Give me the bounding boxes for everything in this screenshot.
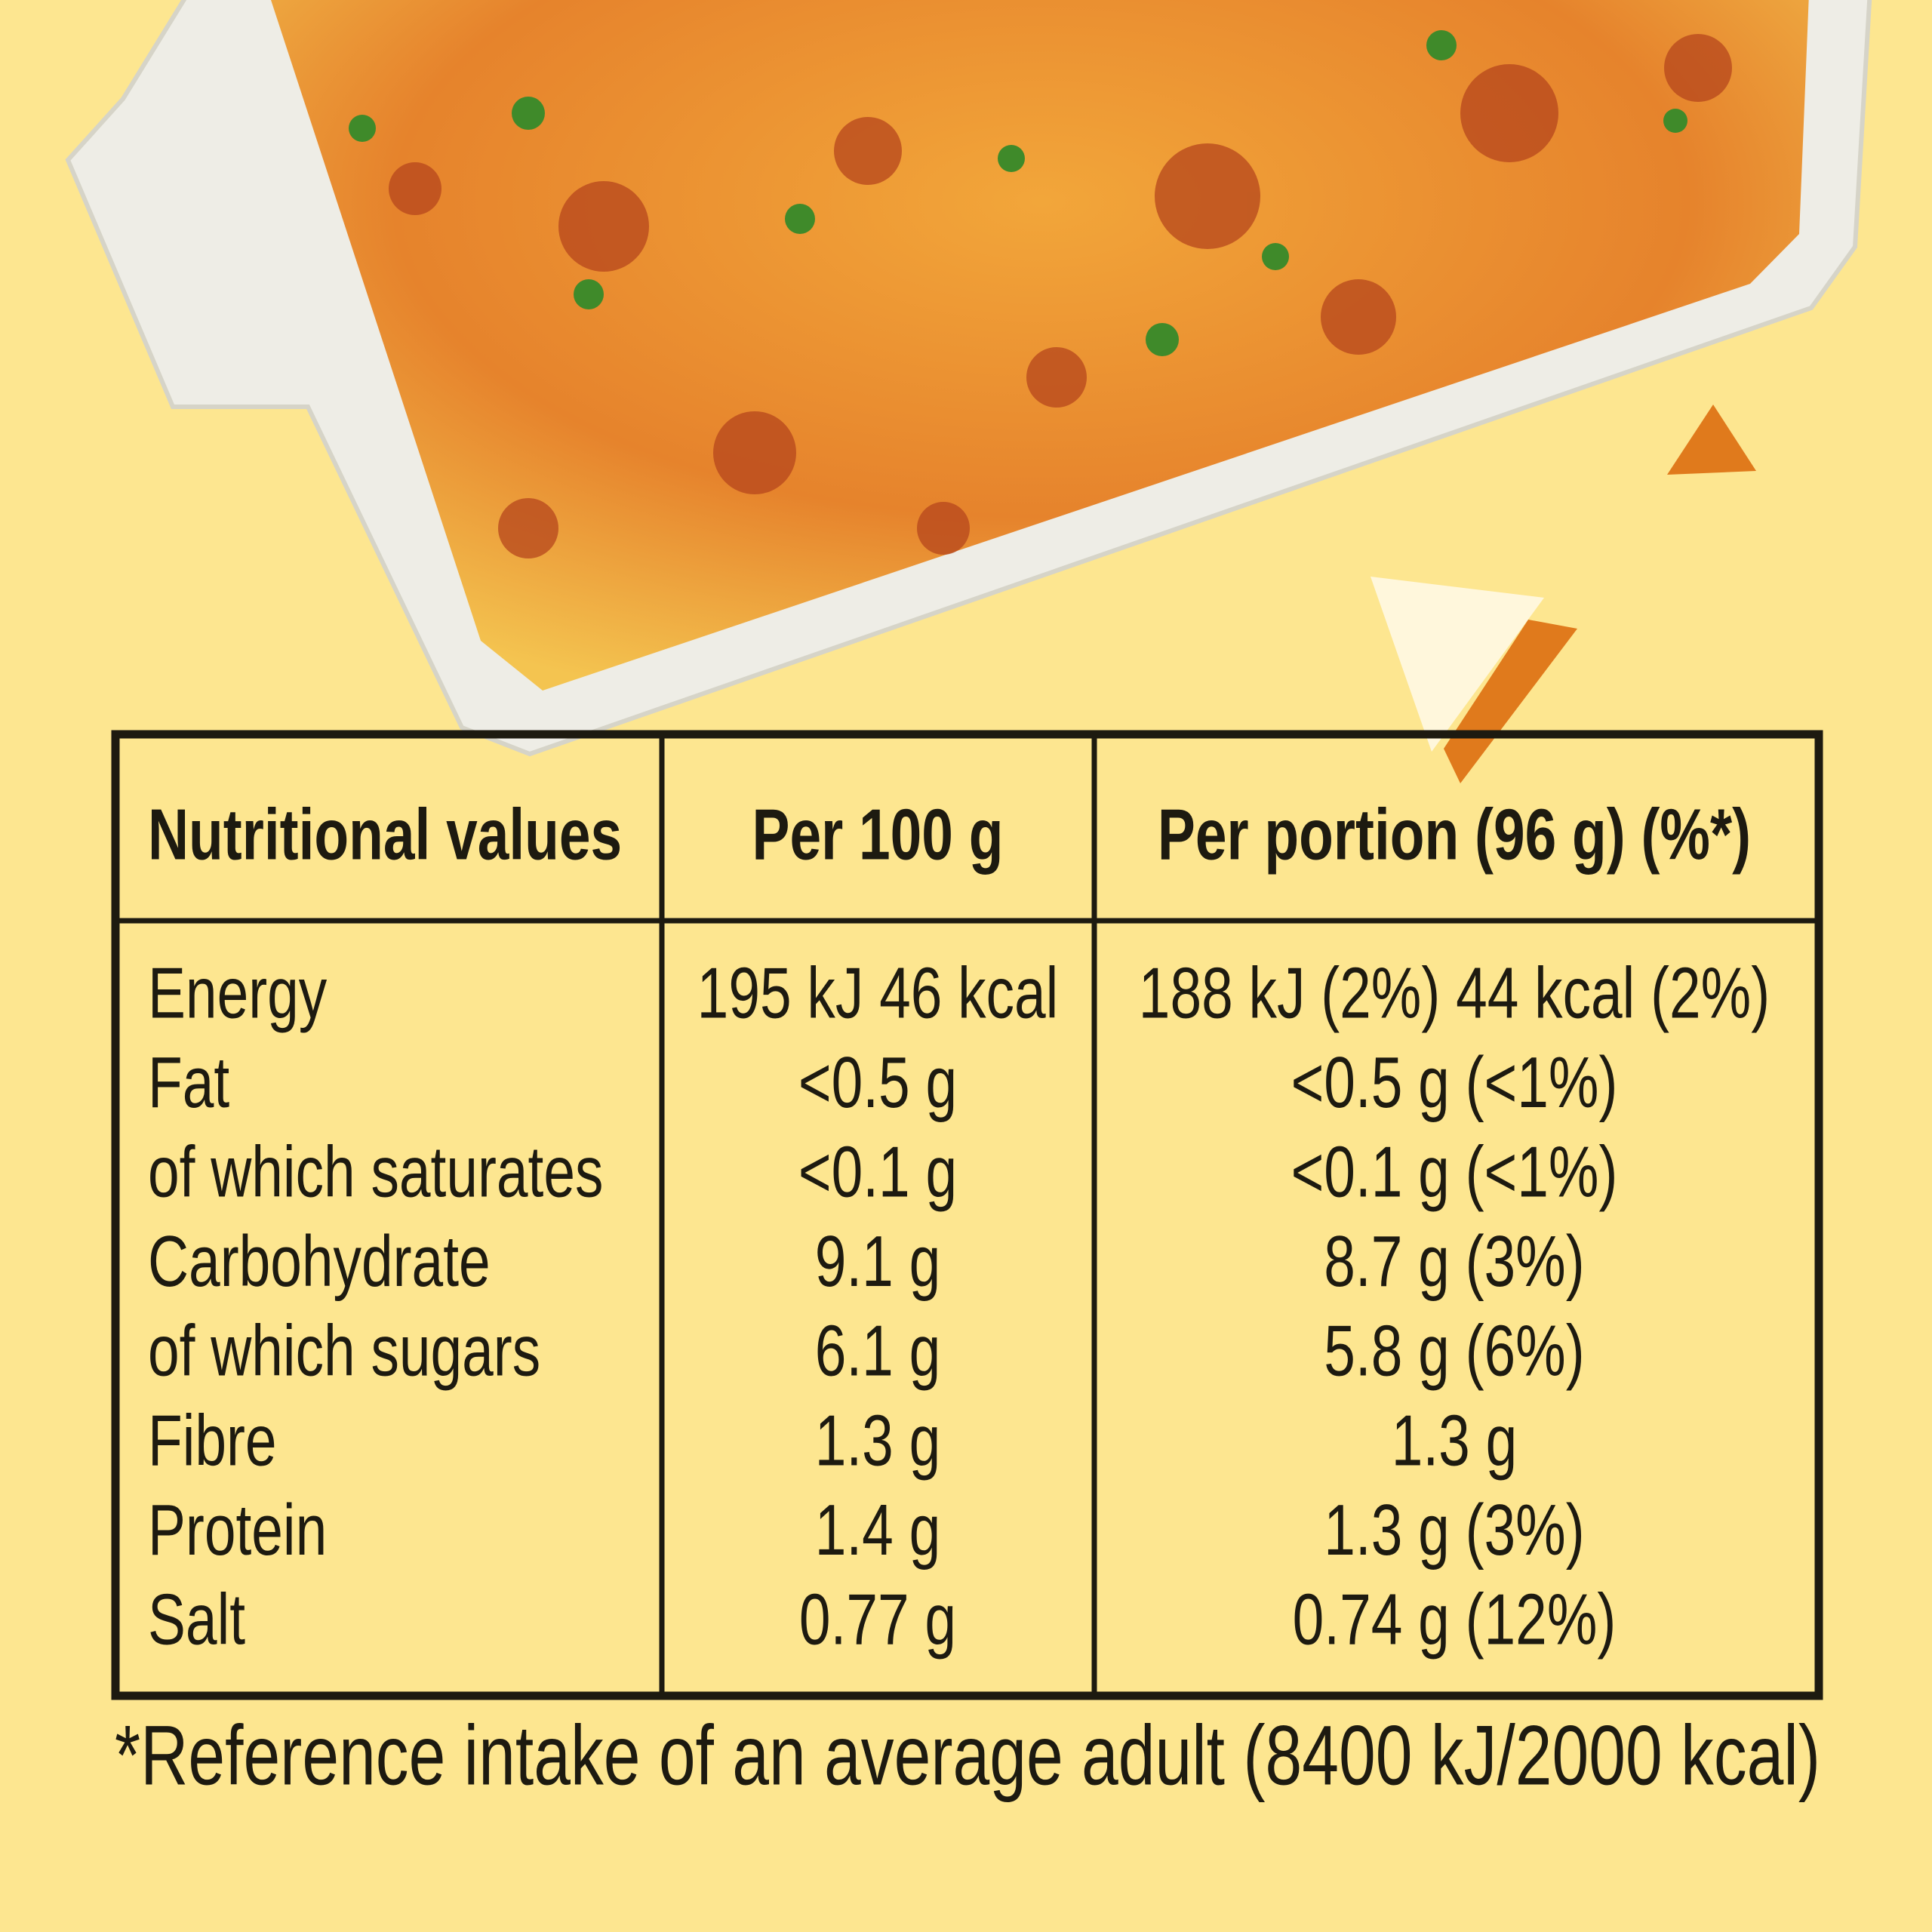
table-cell: 5.8 g (6%) — [1324, 1311, 1584, 1392]
table-cell: <0.1 g (<1%) — [1291, 1132, 1618, 1213]
table-cell: 1.4 g — [815, 1490, 941, 1571]
table-cell: 188 kJ (2%) 44 kcal (2%) — [1139, 952, 1770, 1033]
table-cell: Energy — [148, 952, 327, 1033]
table-cell: <0.1 g — [798, 1132, 957, 1213]
table-cell: 9.1 g — [815, 1221, 941, 1302]
table-cell: 8.7 g (3%) — [1324, 1221, 1584, 1302]
decor-triangle — [1667, 405, 1756, 475]
table-cell: Fibre — [148, 1400, 277, 1481]
table-cell: 0.77 g — [799, 1580, 956, 1660]
table-cell: 1.3 g (3%) — [1324, 1490, 1584, 1571]
table-frame — [111, 730, 1823, 1700]
table-cell: Salt — [148, 1580, 245, 1660]
table-cell: 1.3 g — [815, 1400, 941, 1481]
decor-triangle — [1371, 577, 1544, 752]
header-cell: Nutritional values — [148, 794, 622, 875]
footnote: *Reference intake of an average adult (8… — [115, 1709, 1820, 1803]
table-text: Nutritional values Per 100 g Per portion (… — [148, 794, 1770, 1660]
table-cell: 195 kJ 46 kcal — [697, 952, 1059, 1033]
dish-image — [65, 0, 1872, 757]
header-cell: Per 100 g — [752, 794, 1004, 875]
table-cell: Protein — [148, 1490, 327, 1571]
table-cell: 1.3 g — [1392, 1400, 1518, 1481]
table-cell: Fat — [148, 1042, 229, 1123]
table-cell: Carbohydrate — [148, 1221, 491, 1302]
table-cell: of which saturates — [148, 1132, 603, 1213]
table-cell: 0.74 g (12%) — [1293, 1580, 1617, 1660]
table-cell: of which sugars — [148, 1311, 540, 1392]
header-cell: Per portion (96 g) (%*) — [1158, 794, 1751, 875]
table-cell: <0.5 g (<1%) — [1291, 1042, 1618, 1123]
table-cell: <0.5 g — [798, 1042, 957, 1123]
table-cell: 6.1 g — [815, 1311, 941, 1392]
decor-shape — [1444, 620, 1577, 783]
